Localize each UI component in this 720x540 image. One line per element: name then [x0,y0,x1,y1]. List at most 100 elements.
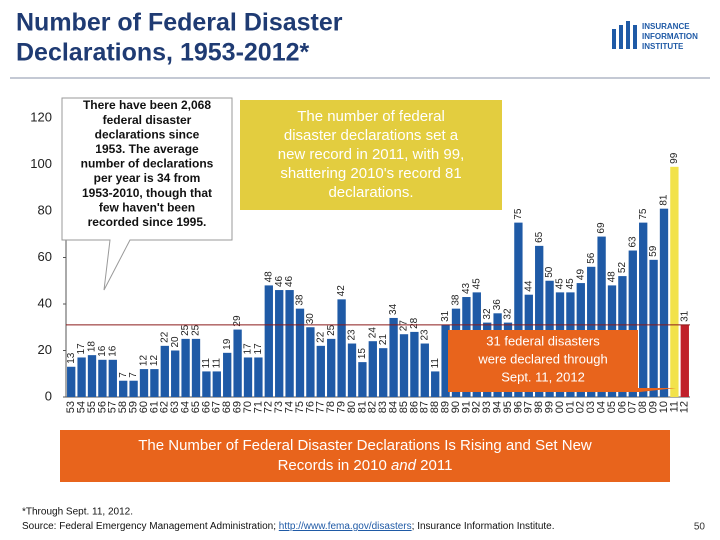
y-tick-label: 120 [30,109,52,124]
x-tick-label: 02 [575,401,587,413]
bar [264,285,273,397]
callout-text: The number of federal [297,108,445,125]
data-label: 75 [638,208,649,220]
data-label: 32 [503,308,514,320]
x-tick-label: 85 [398,401,410,413]
banner-text: 2011 [416,457,452,474]
bar [191,338,201,397]
data-label: 22 [159,331,170,343]
bar [202,371,211,397]
bar [160,345,169,397]
data-label: 25 [326,324,337,336]
callout-text: shattering 2010's record 81 [280,165,461,182]
x-tick-label: 69 [232,401,244,413]
data-label: 20 [170,336,181,348]
bar [389,317,398,397]
x-tick-label: 83 [377,401,389,413]
callout-box [61,97,233,291]
callout-text: Sept. 11, 2012 [501,369,585,384]
data-label: 48 [263,271,274,283]
x-tick-label: 59 [128,401,140,413]
bar [347,343,357,397]
x-tick-label: 10 [658,401,670,413]
bar [327,338,336,397]
x-tick-label: 09 [648,401,660,413]
data-label: 11 [211,358,222,369]
y-tick-label: 40 [38,295,52,310]
x-tick-label: 87 [419,401,431,413]
data-label: 28 [409,317,420,329]
data-label: 31 [679,310,690,322]
bar [431,371,440,397]
data-label: 23 [347,329,358,341]
x-tick-label: 63 [169,401,181,413]
data-label: 22 [315,331,326,343]
x-tick-label: 79 [336,401,348,413]
bar [639,222,648,397]
footnote: *Through Sept. 11, 2012. [22,507,133,518]
x-tick-label: 96 [512,401,524,413]
bar [171,350,180,397]
bar [358,362,367,397]
data-label: 7 [118,372,129,378]
bar [254,357,263,397]
x-tick-label: 55 [86,401,98,413]
title-line: Declarations, 1953-2012* [16,39,310,67]
bar [628,250,637,397]
callout-text: were declared through [477,351,607,366]
data-label: 45 [471,278,482,290]
data-label: 38 [295,294,306,306]
banner-text: Records in 2010 [278,457,391,474]
x-tick-label: 82 [367,401,379,413]
data-label: 43 [461,282,472,294]
bar [420,343,429,397]
source-text: ; Insurance Information Institute. [412,521,555,532]
banner-text: The Number of Federal Disaster Declarati… [138,437,592,454]
bar [212,371,221,397]
data-label: 38 [451,294,462,306]
bar [150,369,159,397]
x-tick-label: 53 [65,401,77,413]
data-label: 23 [419,329,430,341]
x-tick-label: 91 [460,401,472,413]
callout-text: disaster declarations set a [284,127,459,144]
logo-bar [619,25,623,49]
data-label: 17 [76,343,87,355]
bar [77,357,86,397]
x-tick-label: 89 [440,401,452,413]
callout-text: recorded since 1995. [88,215,207,229]
data-label: 56 [586,252,597,264]
bar [659,208,669,397]
x-tick-label: 90 [450,401,462,413]
x-tick-label: 88 [429,401,441,413]
x-tick-label: 12 [679,401,691,413]
data-label: 19 [222,338,233,350]
source-link[interactable]: http://www.fema.gov/disasters [279,521,412,532]
data-label: 21 [378,334,389,346]
x-tick-label: 04 [596,401,608,413]
data-label: 31 [440,310,451,322]
x-tick-label: 84 [388,401,400,413]
callout-text: declarations since [95,127,200,141]
x-tick-label: 93 [481,401,493,413]
bar [649,259,658,397]
data-label: 30 [305,313,316,325]
x-tick-label: 76 [304,401,316,413]
x-tick-label: 73 [273,401,285,413]
data-label: 13 [66,352,77,364]
bar [67,366,76,397]
x-tick-label: 67 [211,401,223,413]
x-tick-label: 97 [523,401,535,413]
data-label: 75 [513,208,524,220]
banner [60,430,670,482]
callout-text: number of declarations [81,157,214,171]
x-tick-label: 92 [471,401,483,413]
data-label: 44 [523,280,534,292]
callout-text: 1953-2010, though that [82,186,212,200]
callout-text: federal disaster [103,113,192,127]
data-label: 29 [232,315,243,327]
y-tick-label: 20 [38,342,52,357]
bar [285,290,294,397]
y-tick-label: 60 [38,249,52,264]
data-label: 45 [555,278,566,290]
